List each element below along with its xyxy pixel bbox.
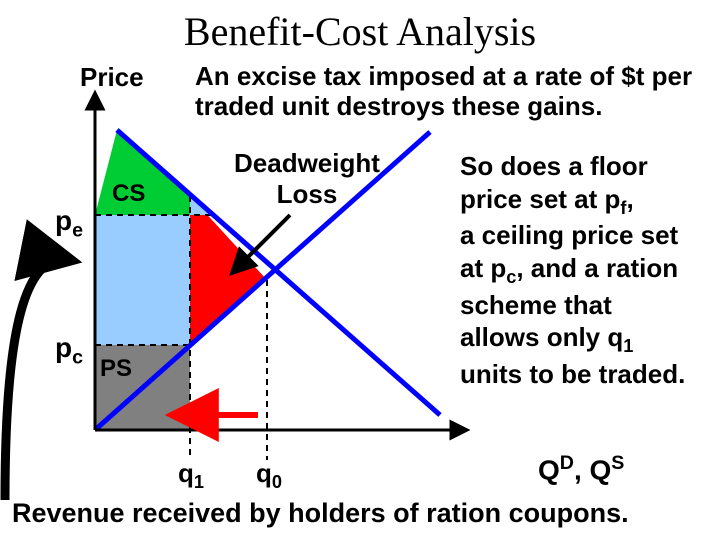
ps-label: PS — [100, 355, 132, 383]
cs-label: CS — [112, 180, 145, 208]
pe-label: pe — [55, 205, 83, 243]
side-text: So does a floor price set at pf, a ceili… — [460, 150, 720, 391]
tax-left-region — [95, 215, 190, 345]
qdqs-label: QD, QS — [538, 452, 624, 486]
dwl-region — [190, 196, 267, 345]
price-label: Price — [80, 62, 144, 93]
caption: An excise tax imposed at a rate of $t pe… — [195, 62, 715, 122]
dwl-label: DeadweightLoss — [234, 148, 380, 210]
footer: Revenue received by holders of ration co… — [12, 498, 712, 529]
pc-label: pc — [55, 332, 83, 370]
q0-label: q0 — [256, 458, 282, 493]
q1-label: q1 — [178, 458, 204, 493]
curved-arrow — [5, 259, 70, 500]
